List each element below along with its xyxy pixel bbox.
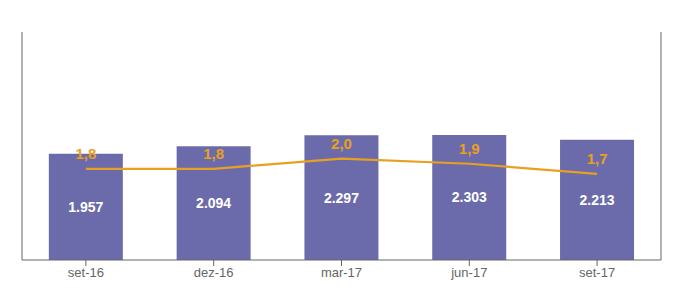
- svg-text:1.957: 1.957: [68, 199, 103, 215]
- svg-text:2.213: 2.213: [580, 192, 615, 208]
- svg-text:dez-16: dez-16: [194, 265, 234, 280]
- svg-text:2.303: 2.303: [452, 189, 487, 205]
- svg-text:2,0: 2,0: [331, 135, 352, 152]
- svg-text:2.094: 2.094: [196, 195, 231, 211]
- svg-text:jun-17: jun-17: [450, 265, 487, 280]
- svg-text:1,9: 1,9: [459, 140, 480, 157]
- svg-text:1,8: 1,8: [75, 145, 96, 162]
- svg-text:2.297: 2.297: [324, 190, 359, 206]
- svg-text:1,8: 1,8: [203, 145, 224, 162]
- svg-text:mar-17: mar-17: [321, 265, 362, 280]
- svg-text:set-17: set-17: [579, 265, 615, 280]
- svg-text:1,7: 1,7: [587, 150, 608, 167]
- svg-text:set-16: set-16: [68, 265, 104, 280]
